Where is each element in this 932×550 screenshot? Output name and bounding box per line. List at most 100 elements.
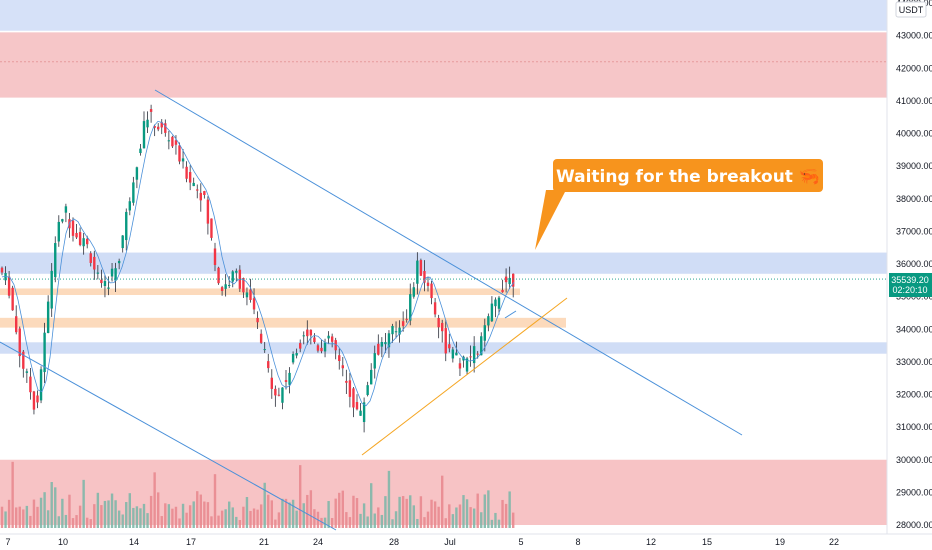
candle-body-74 [263,349,266,351]
candle-body-16 [57,221,60,242]
volume-bar-105 [373,513,376,528]
x-tick-6: 28 [389,537,399,547]
volume-bar-22 [78,505,82,528]
volume-bar-142 [504,503,508,528]
volume-bar-93 [330,518,334,528]
volume-bar-109 [387,470,391,528]
x-tick-0: 7 [5,537,10,547]
candle-body-126 [448,344,451,349]
time-axis[interactable]: 7 10 14 17 21 24 28 Jul 5 8 12 15 19 22 [0,533,932,547]
volume-bar-116 [412,505,415,528]
candle-body-80 [284,380,288,382]
candle-body-54 [192,182,195,187]
candle-body-33 [117,260,121,264]
candle-body-25 [89,253,92,263]
volume-bar-119 [423,517,426,528]
candle-body-121 [430,283,433,299]
breakout-callout[interactable]: Waiting for the breakout 🦐 [535,159,823,250]
volume-bar-133 [472,508,476,528]
candle-body-57 [203,191,206,196]
candle-body-84 [299,343,302,349]
volume-bar-91 [323,517,327,528]
y-tick-13: 41000.00 [896,96,932,106]
candle-body-131 [465,358,469,372]
candle-body-125 [444,328,447,354]
volume-bar-63 [224,509,227,528]
volume-bar-128 [455,507,458,528]
candle-body-26 [93,256,96,270]
candle-body-141 [501,289,504,293]
volume-bar-87 [309,490,313,528]
candle-body-53 [188,172,192,183]
volume-bar-13 [46,510,50,528]
candle-body-51 [181,158,185,162]
candle-body-39 [139,148,142,154]
candle-body-106 [377,343,380,355]
volume-bar-16 [57,516,60,528]
candle-body-60 [213,248,217,265]
volume-bar-129 [458,504,462,528]
candle-body-3 [11,287,14,311]
volume-bar-49 [174,506,178,528]
candle-body-70 [249,289,252,300]
x-tick-9: 8 [575,537,580,547]
volume-bar-111 [394,511,398,528]
candle-body-75 [267,361,270,369]
candle-body-59 [210,218,213,238]
volume-bar-44 [157,492,160,528]
candle-body-136 [483,325,486,341]
candle-body-62 [220,287,224,291]
candle-body-113 [401,321,405,326]
y-tick-15: 43000.00 [896,31,932,41]
x-tick-8: 5 [518,537,523,547]
x-tick-1: 10 [58,537,68,547]
volume-bar-15 [54,487,57,528]
volume-bar-110 [391,519,394,528]
candle-body-135 [480,336,483,356]
candle-body-29 [103,281,107,286]
candle-body-23 [82,238,85,247]
volume-bar-108 [384,496,387,528]
candle-body-10 [36,395,39,403]
volume-bar-123 [437,506,440,528]
y-tick-10: 38000.00 [896,194,932,204]
price-axis[interactable]: 28000.00 29000.00 30000.00 31000.00 32000.00… [886,0,932,534]
volume-bar-101 [359,513,362,528]
zone-supply-1 [0,0,887,31]
volume-bar-141 [501,499,504,528]
volume-bar-113 [401,496,405,528]
volume-bar-11 [39,497,43,528]
volume-bar-81 [288,502,291,528]
candle-body-111 [394,331,398,333]
candle-body-24 [86,238,89,245]
candle-body-40 [142,121,146,149]
candle-body-2 [7,276,11,296]
overlay-layer [0,89,887,531]
zone-support-3 [0,288,520,295]
volume-bar-66 [235,516,238,528]
candle-body-116 [412,287,415,297]
candle-body-119 [423,271,426,283]
candle-body-44 [157,126,160,130]
volume-bar-80 [284,498,288,528]
volume-bar-132 [469,507,472,528]
candle-body-94 [334,340,337,351]
candle-body-21 [75,232,78,238]
y-tick-5: 33000.00 [896,357,932,367]
candle-body-79 [281,387,284,403]
volume-bar-65 [231,507,234,528]
candle-body-108 [384,342,387,345]
volume-bar-24 [86,517,89,528]
currency-badge: USDT [895,1,927,18]
volume-bar-60 [213,474,217,528]
candle-body-129 [458,363,462,369]
x-tick-2: 14 [129,537,139,547]
volume-bar-31 [110,493,114,528]
volume-bar-55 [196,491,199,528]
bar-countdown: 02:20:10 [892,285,927,295]
candle-body-14 [50,270,53,309]
candle-body-89 [316,345,320,351]
volume-bar-28 [100,505,103,528]
candle-body-50 [178,145,181,162]
